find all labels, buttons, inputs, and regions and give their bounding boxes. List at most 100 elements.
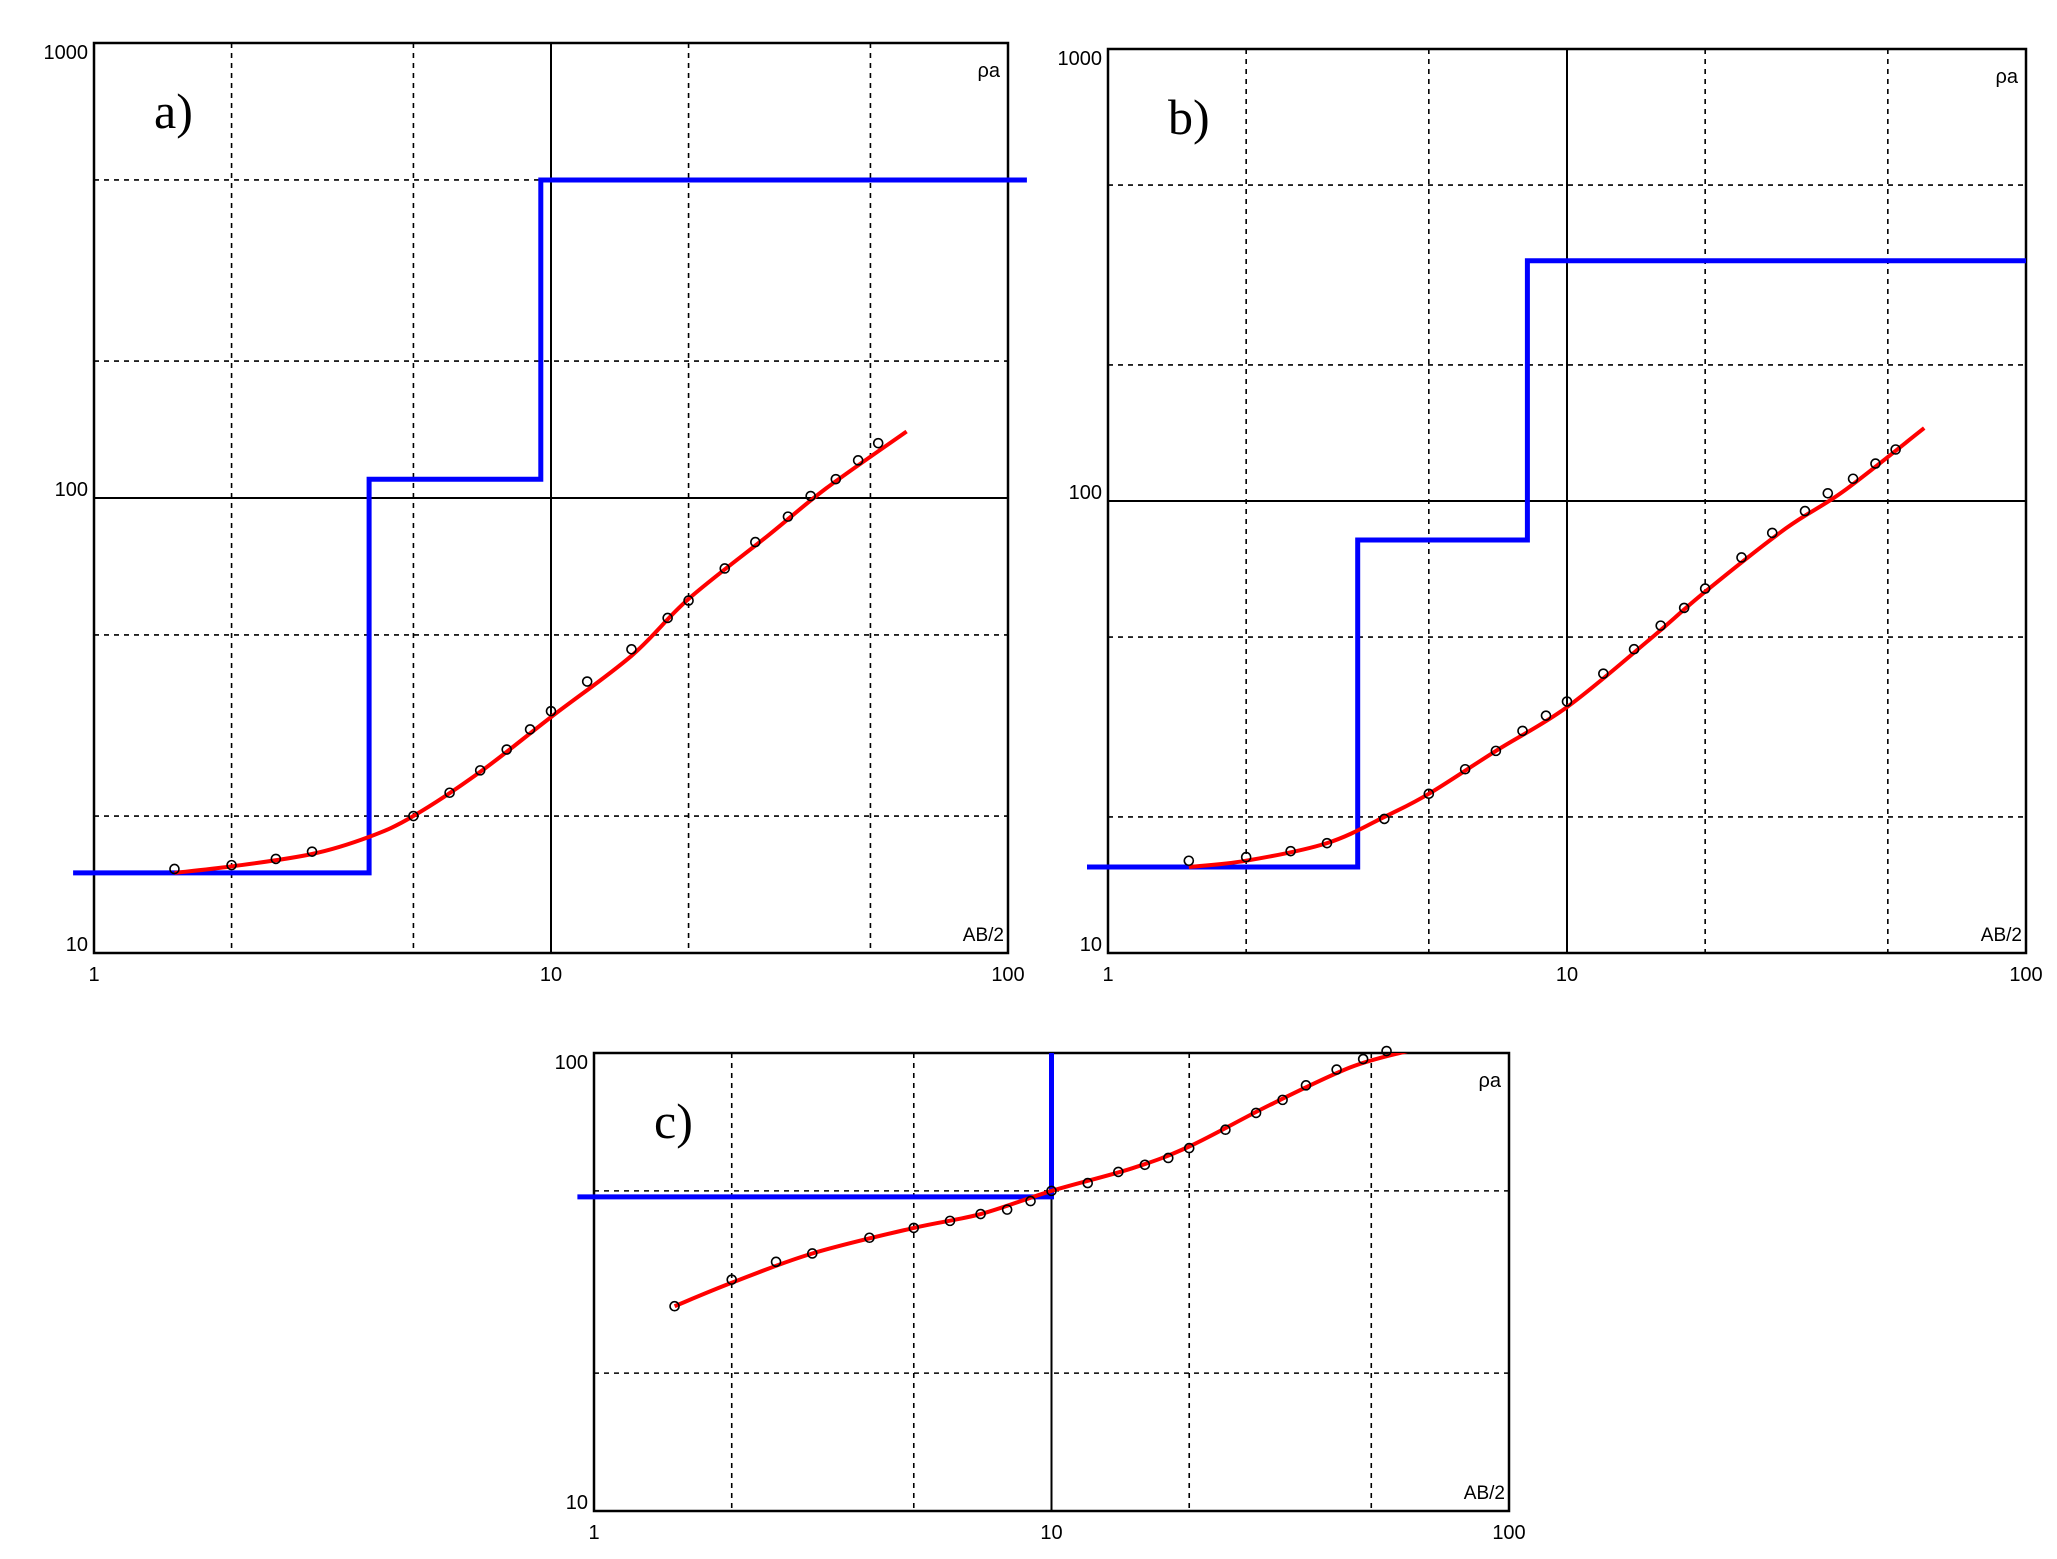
observed-point xyxy=(306,846,318,857)
observed-point xyxy=(1321,837,1333,849)
observed-point xyxy=(719,563,731,574)
observed-point xyxy=(1331,1064,1342,1075)
observed-point xyxy=(474,765,486,776)
observed-point xyxy=(581,676,593,687)
fitted-curve xyxy=(174,429,908,875)
observed-point xyxy=(1870,458,1881,469)
model-step-line xyxy=(73,177,1027,876)
observed-point xyxy=(1561,696,1573,707)
y-axis-label: ρa xyxy=(978,60,1001,82)
observed-point xyxy=(1890,444,1901,455)
observed-point xyxy=(226,859,237,871)
observed-point xyxy=(1220,1124,1231,1136)
observed-point xyxy=(1357,1053,1369,1065)
x-tick-label: 100 xyxy=(1492,1522,1525,1544)
x-axis-label: AB/2 xyxy=(1981,925,2022,946)
x-axis-label: AB/2 xyxy=(963,925,1004,946)
y-tick-label: 10 xyxy=(566,1492,588,1514)
x-axis-label: AB/2 xyxy=(1464,1483,1505,1504)
observed-point xyxy=(1381,1045,1392,1057)
observed-point xyxy=(975,1208,986,1220)
observed-point xyxy=(1678,602,1690,614)
x-tick-label: 100 xyxy=(991,964,1024,986)
model-step-line xyxy=(577,1053,1054,1200)
y-tick-label: 100 xyxy=(555,1052,588,1074)
observed-point xyxy=(1540,710,1552,721)
panel-label: b) xyxy=(1168,89,1210,145)
observed-point xyxy=(662,612,673,624)
y-tick-label: 10 xyxy=(1080,934,1102,956)
observed-point xyxy=(1001,1204,1013,1215)
observed-point xyxy=(1046,1185,1057,1197)
observed-point xyxy=(683,595,694,606)
x-tick-label: 1 xyxy=(88,964,99,986)
y-tick-label: 10 xyxy=(66,934,88,956)
x-tick-label: 100 xyxy=(2009,964,2042,986)
observed-point xyxy=(1277,1094,1288,1106)
plot-frame xyxy=(92,41,1010,955)
observed-point xyxy=(408,810,419,822)
model-step-line xyxy=(1087,258,2026,870)
observed-point xyxy=(750,536,761,548)
observed-point xyxy=(1240,851,1252,863)
observed-point xyxy=(726,1274,738,1285)
observed-point xyxy=(1822,488,1834,499)
observed-point xyxy=(872,437,884,449)
plot-frame xyxy=(1106,47,2028,955)
fitted-curve xyxy=(673,1053,1408,1309)
observed-point xyxy=(501,744,513,755)
x-tick-label: 10 xyxy=(1040,1522,1062,1544)
observed-point xyxy=(1490,745,1502,757)
x-tick-label: 10 xyxy=(540,964,562,986)
observed-point xyxy=(1517,725,1528,737)
observed-point xyxy=(524,724,536,735)
y-tick-label: 100 xyxy=(55,479,88,501)
observed-point xyxy=(782,511,794,522)
observed-point xyxy=(669,1300,680,1312)
observed-point xyxy=(805,490,816,502)
observed-point xyxy=(1847,473,1859,485)
observed-point xyxy=(1250,1107,1262,1119)
observed-point xyxy=(1423,788,1435,800)
observed-point xyxy=(770,1256,782,1268)
observed-point xyxy=(1655,620,1666,631)
y-tick-label: 100 xyxy=(1069,482,1102,504)
observed-point xyxy=(444,787,455,799)
observed-point xyxy=(1113,1166,1124,1178)
observed-point xyxy=(1285,845,1296,857)
observed-point xyxy=(1628,643,1640,655)
observed-point xyxy=(944,1215,956,1227)
observed-point xyxy=(169,863,180,875)
panel-label: a) xyxy=(154,83,193,139)
observed-point xyxy=(1736,552,1747,563)
observed-point xyxy=(1183,855,1195,867)
y-axis-label: ρa xyxy=(1996,66,2019,88)
observed-point xyxy=(864,1232,875,1244)
observed-point xyxy=(270,853,282,865)
observed-point xyxy=(1799,505,1811,517)
observed-point xyxy=(852,455,864,466)
observed-point xyxy=(908,1222,920,1234)
observed-point xyxy=(1699,583,1711,594)
panel-label: c) xyxy=(654,1093,693,1149)
observed-point xyxy=(1139,1159,1151,1171)
fitted-curve xyxy=(1188,426,1926,869)
observed-point xyxy=(1598,668,1609,679)
observed-point xyxy=(1766,527,1778,539)
observed-point xyxy=(1025,1195,1036,1207)
y-axis-label: ρa xyxy=(1479,1070,1502,1092)
y-tick-label: 1000 xyxy=(44,42,89,64)
observed-point xyxy=(1379,813,1390,825)
observed-point xyxy=(1300,1080,1312,1091)
observed-point xyxy=(806,1248,818,1259)
observed-point xyxy=(1162,1152,1174,1164)
y-tick-label: 1000 xyxy=(1058,48,1103,70)
x-tick-label: 10 xyxy=(1556,964,1578,986)
observed-point xyxy=(626,644,637,655)
observed-point xyxy=(1082,1177,1094,1189)
observed-point xyxy=(545,705,557,717)
